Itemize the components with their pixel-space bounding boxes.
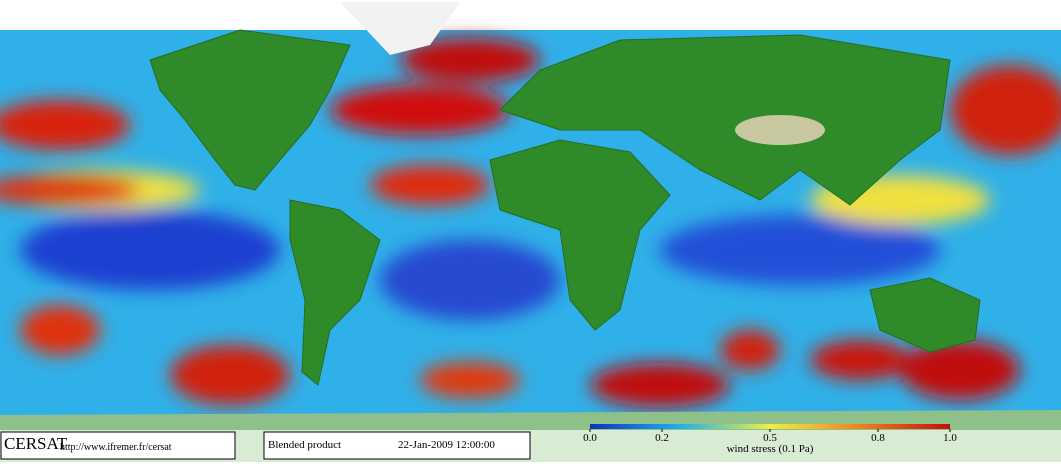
australia <box>869 277 981 353</box>
high-wind <box>170 345 290 405</box>
high-wind <box>590 363 730 407</box>
low-wind <box>20 210 280 290</box>
tibet <box>735 115 825 145</box>
url: http://www.ifremer.fr/cersat <box>60 442 172 453</box>
high-wind <box>330 85 510 135</box>
high-wind <box>810 340 910 380</box>
colorbar-tick-label: 0.5 <box>763 432 777 444</box>
high-wind <box>0 175 140 205</box>
colorbar-ticks: 0.0 0.2 0.5 0.8 1.0 <box>583 429 957 444</box>
greenland <box>340 2 460 55</box>
logo: CERSAT <box>4 434 68 453</box>
low-wind <box>660 215 940 285</box>
north-america <box>149 29 351 191</box>
colorbar-tick-label: 1.0 <box>943 432 957 444</box>
high-wind <box>900 340 1020 400</box>
logo-box <box>0 431 236 460</box>
high-wind <box>720 330 780 370</box>
product-box <box>263 431 531 460</box>
high-wind <box>420 362 520 398</box>
colorbar-tick-label: 0.0 <box>583 432 597 444</box>
colorbar <box>590 424 950 429</box>
colorbar-tick-label: 0.8 <box>871 432 885 444</box>
low-wind <box>380 240 560 320</box>
date: 22-Jan-2009 12:00:00 <box>398 439 495 451</box>
africa <box>489 139 671 331</box>
high-wind <box>400 38 540 82</box>
high-wind <box>20 305 100 355</box>
high-wind <box>370 165 490 205</box>
high-wind <box>950 65 1061 155</box>
colorbar-label: wind stress (0.1 Pa) <box>727 443 814 455</box>
product: Blended product <box>268 439 341 451</box>
colorbar-tick-label: 0.2 <box>655 432 669 444</box>
wind-field <box>0 38 1061 407</box>
high-wind <box>0 100 130 150</box>
south-america <box>289 199 381 386</box>
eurasia <box>499 34 951 206</box>
